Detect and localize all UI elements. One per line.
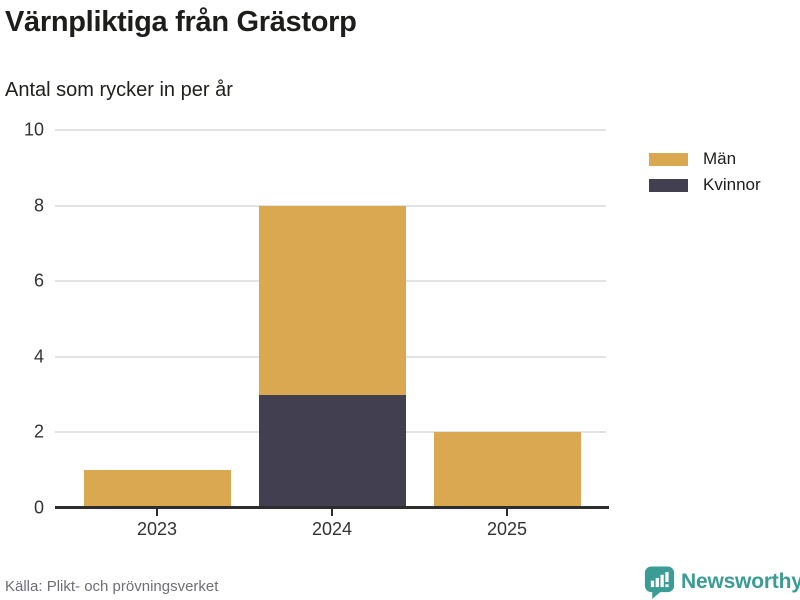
y-tick-label: 4 (33, 346, 44, 367)
y-tick-label: 6 (33, 270, 44, 291)
newsworthy-logo-icon (644, 566, 675, 599)
x-tick-label: 2024 (311, 519, 353, 539)
y-tick-label: 8 (33, 195, 44, 216)
gridline (55, 129, 606, 131)
x-axis-line (55, 506, 609, 509)
x-tick-label: 2025 (486, 519, 528, 539)
legend-label: Kvinnor (703, 175, 761, 194)
brand-name: Newsworthy (681, 570, 800, 593)
legend-swatch (649, 178, 688, 192)
y-tick-label: 10 (23, 119, 44, 140)
legend-swatch (649, 152, 688, 166)
bar-segment (83, 470, 231, 508)
chart-subtitle: Antal som rycker in per år (5, 79, 233, 101)
x-tick-mark (156, 508, 158, 516)
x-tick-mark (331, 508, 333, 516)
legend-label: Män (703, 149, 737, 168)
y-tick-label: 0 (33, 497, 44, 518)
legend-item: Kvinnor (649, 175, 761, 195)
legend-item: Män (649, 149, 761, 169)
chart-title: Värnpliktiga från Grästorp (5, 6, 357, 38)
x-tick-label: 2023 (136, 519, 178, 539)
bar-segment (258, 394, 406, 508)
source-note: Källa: Plikt- och prövningsverket (5, 578, 219, 595)
bar-segment (258, 205, 406, 395)
x-tick-mark (506, 508, 508, 516)
bar-segment (433, 432, 581, 508)
legend: Män Kvinnor (649, 149, 761, 195)
brand-logo: Newsworthy (644, 565, 800, 599)
y-tick-label: 2 (33, 421, 44, 442)
